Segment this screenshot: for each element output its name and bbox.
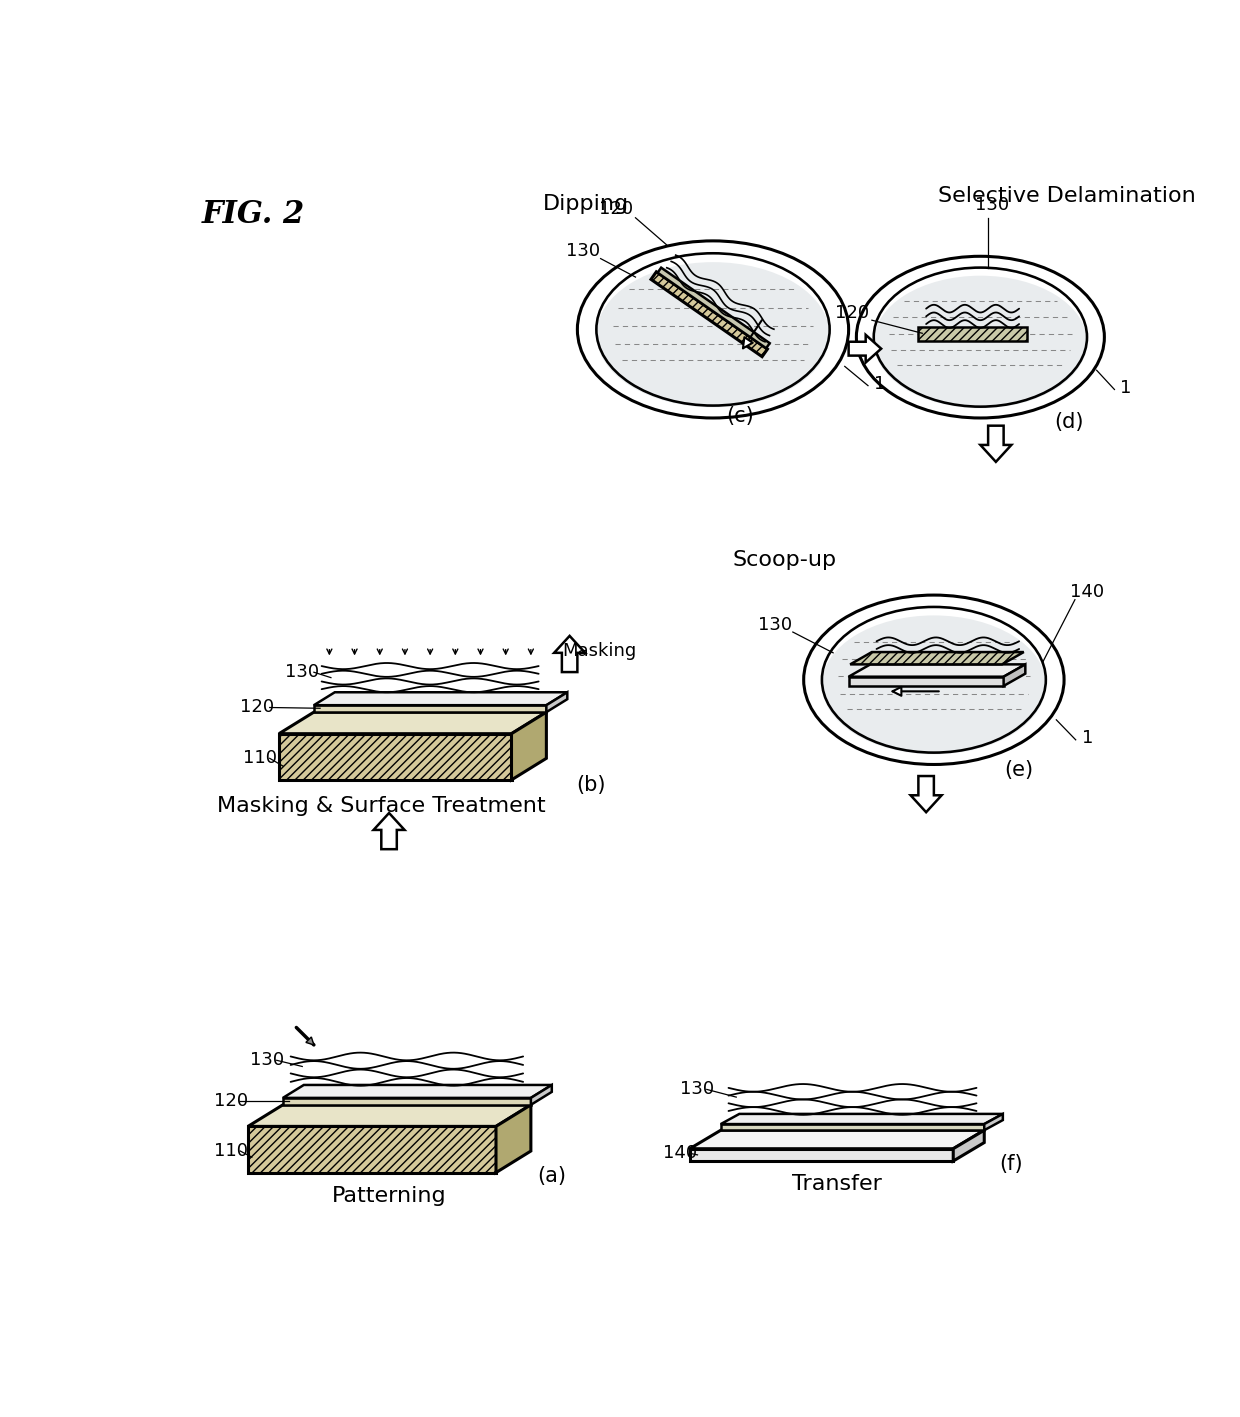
Polygon shape [531, 1085, 552, 1105]
Polygon shape [279, 713, 547, 734]
Polygon shape [248, 1105, 531, 1127]
Text: 140: 140 [1070, 582, 1105, 601]
Text: Masking & Surface Treatment: Masking & Surface Treatment [217, 796, 546, 816]
Text: 130: 130 [681, 1080, 714, 1098]
Polygon shape [954, 1131, 985, 1161]
Text: 1: 1 [874, 376, 885, 394]
Text: 120: 120 [599, 200, 634, 218]
Ellipse shape [596, 262, 830, 407]
Polygon shape [248, 1127, 496, 1173]
Text: Patterning: Patterning [332, 1186, 446, 1206]
Text: (b): (b) [575, 775, 605, 795]
Text: Transfer: Transfer [792, 1175, 882, 1195]
Polygon shape [919, 327, 1027, 341]
Text: Scoop-up: Scoop-up [733, 550, 837, 570]
Polygon shape [657, 268, 770, 349]
Polygon shape [848, 334, 882, 363]
Text: (a): (a) [537, 1166, 567, 1186]
Polygon shape [985, 1114, 1003, 1131]
Text: 120: 120 [213, 1093, 248, 1110]
Text: (d): (d) [1055, 412, 1084, 432]
Polygon shape [314, 706, 547, 713]
Polygon shape [373, 813, 404, 849]
Polygon shape [279, 734, 511, 779]
Text: 130: 130 [758, 616, 792, 633]
Text: 130: 130 [250, 1051, 284, 1070]
Polygon shape [848, 677, 1003, 686]
Text: 120: 120 [836, 303, 869, 322]
Polygon shape [720, 1114, 1003, 1124]
Polygon shape [689, 1149, 954, 1161]
Polygon shape [848, 665, 1025, 677]
Polygon shape [547, 693, 567, 713]
Text: Selective Delamination: Selective Delamination [937, 187, 1195, 207]
Ellipse shape [822, 615, 1045, 754]
Polygon shape [554, 636, 585, 672]
Polygon shape [511, 713, 547, 779]
Polygon shape [306, 1037, 314, 1044]
Polygon shape [910, 777, 941, 812]
Text: Masking: Masking [562, 642, 636, 660]
Polygon shape [1003, 665, 1025, 686]
Polygon shape [689, 1131, 985, 1149]
Polygon shape [496, 1105, 531, 1173]
Ellipse shape [874, 276, 1087, 408]
Text: 110: 110 [215, 1142, 248, 1161]
Text: FIG. 2: FIG. 2 [201, 198, 305, 230]
Polygon shape [720, 1124, 985, 1131]
Text: 130: 130 [975, 196, 1009, 214]
Text: 120: 120 [241, 699, 274, 717]
Text: 130: 130 [565, 242, 600, 261]
Text: Dipping: Dipping [543, 194, 629, 214]
Polygon shape [981, 425, 1012, 462]
Polygon shape [283, 1098, 531, 1105]
Polygon shape [314, 693, 567, 706]
Text: 1: 1 [1081, 728, 1092, 747]
Text: 130: 130 [285, 663, 320, 682]
Text: 110: 110 [243, 750, 277, 768]
Text: 140: 140 [663, 1145, 698, 1162]
Polygon shape [851, 652, 1024, 665]
Polygon shape [283, 1085, 552, 1098]
Polygon shape [651, 272, 768, 357]
Text: (f): (f) [999, 1155, 1023, 1175]
Text: 1: 1 [1121, 378, 1132, 397]
Text: (c): (c) [727, 405, 754, 427]
Text: (e): (e) [1004, 760, 1034, 779]
